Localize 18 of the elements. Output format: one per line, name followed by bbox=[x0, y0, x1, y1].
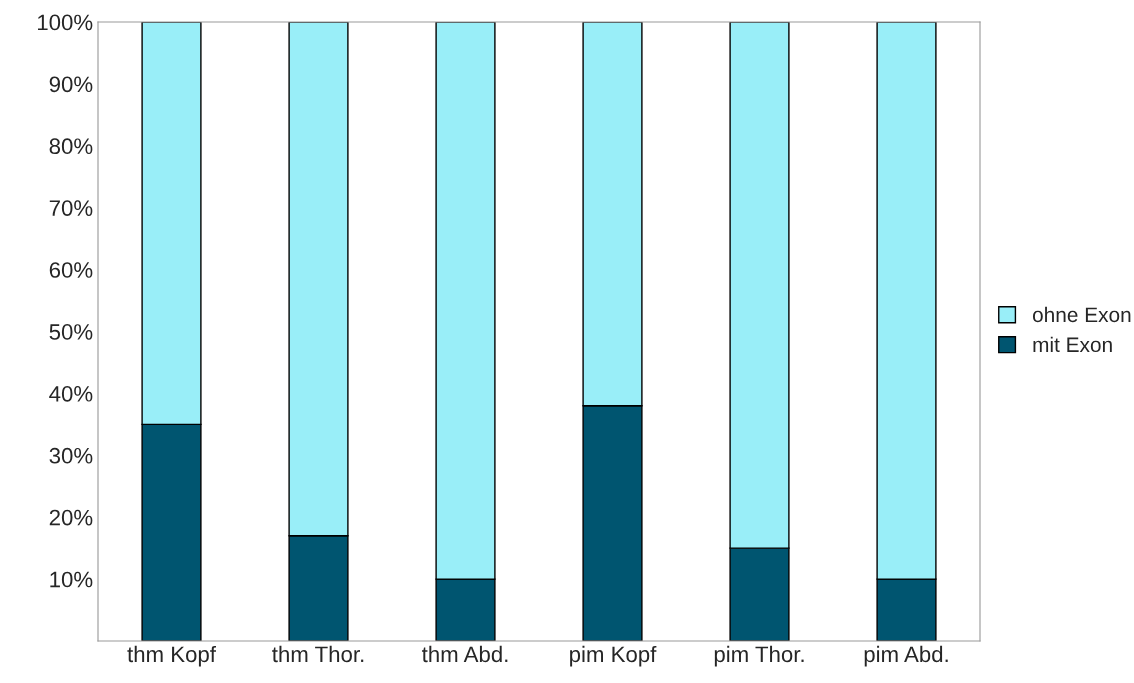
y-tick-label: 80% bbox=[49, 138, 93, 155]
legend-label: ohne Exon bbox=[1032, 306, 1131, 323]
y-tick-label: 100% bbox=[38, 14, 93, 31]
legend-label: mit Exon bbox=[1033, 336, 1112, 353]
y-tick-label: 90% bbox=[49, 76, 93, 93]
x-tick-label: pim Abd. bbox=[864, 645, 948, 667]
y-tick-label: 40% bbox=[49, 385, 93, 402]
y-tick-label: 70% bbox=[49, 200, 93, 216]
x-tick-label: pim Kopf bbox=[570, 645, 657, 667]
y-tick-label: 10% bbox=[50, 571, 93, 588]
y-tick-label: 20% bbox=[49, 509, 93, 526]
y-tick-label: 30% bbox=[49, 447, 93, 464]
x-tick-label: thm Thor. bbox=[272, 645, 364, 663]
y-tick-label: 60% bbox=[49, 262, 93, 278]
y-tick-label: 50% bbox=[49, 324, 93, 340]
x-tick-label: pim Thor. bbox=[714, 645, 804, 667]
x-tick-label: thm Kopf bbox=[127, 645, 216, 667]
x-tick-label: thm Abd. bbox=[421, 645, 508, 663]
